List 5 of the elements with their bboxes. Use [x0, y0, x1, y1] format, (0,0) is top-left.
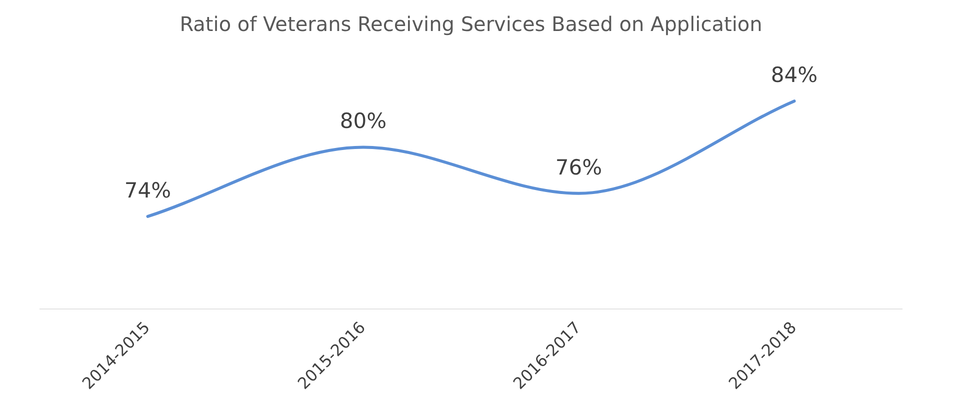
chart-title: Ratio of Veterans Receiving Services Based on Application	[180, 12, 762, 36]
data-label: 74%	[124, 178, 172, 202]
data-label: 80%	[340, 109, 387, 134]
data-label: 84%	[770, 63, 818, 88]
data-label: 76%	[555, 155, 602, 180]
